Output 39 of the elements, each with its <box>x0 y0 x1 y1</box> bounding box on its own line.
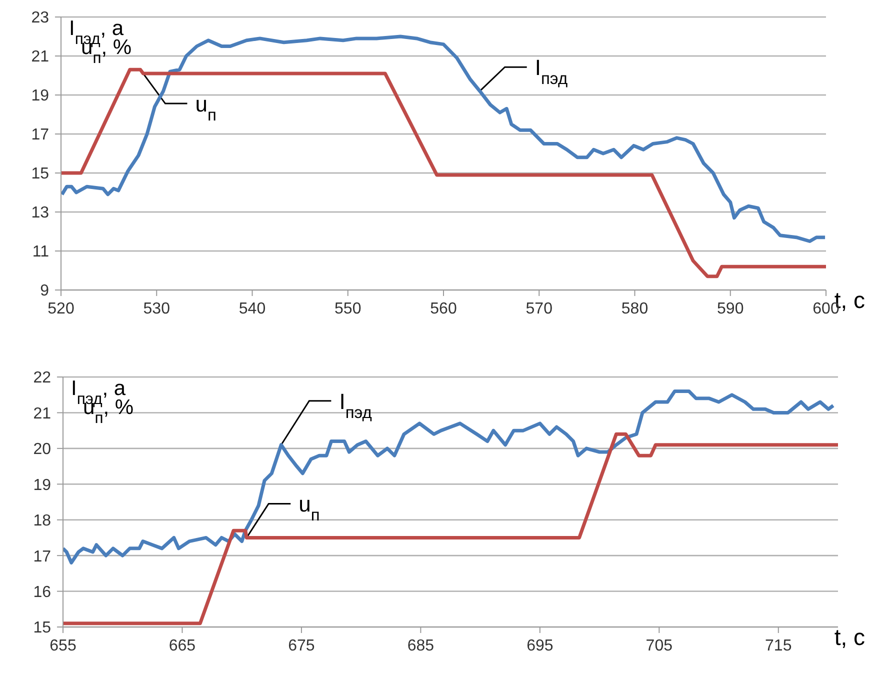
y-tick-label: 16 <box>33 584 52 601</box>
y-tick-label: 18 <box>33 512 52 530</box>
y-tick-label: 17 <box>31 126 50 144</box>
series-label: u$_{п}$ <box>195 92 216 125</box>
x-tick-label: 665 <box>168 637 196 654</box>
x-tick-label: 675 <box>288 637 315 654</box>
y-axis-title: I$_{пэд}$, a u$_{п}$, % <box>71 377 134 426</box>
x-tick-label: 570 <box>526 300 553 318</box>
x-tick-label: 705 <box>646 637 673 654</box>
y-tick-label: 13 <box>31 204 50 222</box>
series-label: I$_{пэд}$ <box>339 388 372 422</box>
line-series <box>61 34 826 243</box>
x-tick-label: 715 <box>765 637 792 654</box>
y-axis-title: I$_{пэд}$, a u$_{п}$, % <box>69 17 132 66</box>
y-tick-label: 19 <box>33 476 52 494</box>
y-tick-label: 15 <box>31 166 50 183</box>
y-tick-label: 21 <box>33 405 52 422</box>
x-tick-label: 685 <box>407 637 434 654</box>
y-tick-label: 22 <box>33 370 52 387</box>
x-tick-label: 550 <box>334 300 362 318</box>
y-tick-label: 20 <box>33 441 52 458</box>
series-label: u$_{п}$ <box>298 492 320 525</box>
y-tick-label: 23 <box>31 10 50 27</box>
y-tick-label: 9 <box>40 282 50 300</box>
x-tick-label: 695 <box>526 637 554 654</box>
y-tick-label: 17 <box>33 548 52 566</box>
x-tick-label: 520 <box>48 300 74 318</box>
x-tick-label: 530 <box>143 300 170 318</box>
y-tick-label: 15 <box>33 620 52 637</box>
x-tick-label: 590 <box>717 300 744 318</box>
y-tick-label: 21 <box>31 48 50 66</box>
series-label: I$_{пэд}$ <box>534 55 568 88</box>
x-tick-label: 560 <box>430 300 457 318</box>
x-axis-title: t, c <box>834 624 865 650</box>
x-tick-label: 540 <box>238 300 266 318</box>
x-tick-label: 655 <box>50 637 76 654</box>
y-tick-label: 11 <box>32 244 50 261</box>
x-tick-label: 580 <box>621 300 648 318</box>
y-tick-label: 19 <box>31 88 50 105</box>
